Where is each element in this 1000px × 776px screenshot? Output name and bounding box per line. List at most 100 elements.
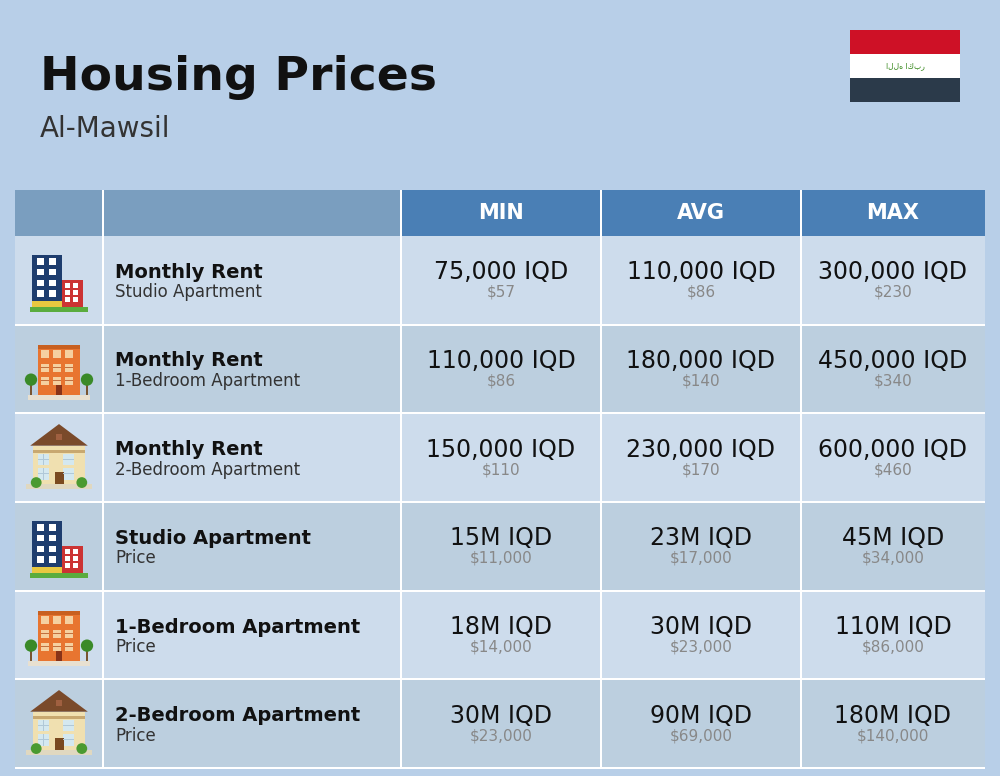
Bar [26,484,92,489]
Bar [38,734,49,746]
Bar [400,190,402,236]
Bar [102,502,104,591]
Bar [49,280,56,286]
Bar [41,364,49,372]
Bar [103,324,401,414]
Bar [86,379,88,395]
Text: 75,000 IQD: 75,000 IQD [434,260,568,284]
Bar [65,563,70,567]
Bar [54,738,64,750]
Text: MIN: MIN [478,203,524,223]
Text: $23,000: $23,000 [670,639,732,654]
Bar [28,395,90,400]
Bar [28,660,90,666]
Bar [601,190,801,236]
Bar [65,377,73,385]
Text: $69,000: $69,000 [670,728,732,743]
Bar [63,468,74,480]
Bar [73,297,78,302]
Bar [33,450,85,452]
Bar [102,190,104,236]
Bar [102,679,104,768]
Bar [800,414,802,502]
Bar [33,445,85,484]
Bar [103,414,401,502]
Bar [49,546,56,552]
Text: Monthly Rent: Monthly Rent [115,352,263,370]
Bar [41,377,49,385]
Bar [37,258,44,265]
Bar [63,720,74,732]
Bar [400,502,402,591]
Bar [600,324,602,414]
Bar [400,236,402,324]
Bar [401,591,601,679]
Bar [801,591,985,679]
Bar [801,414,985,502]
Bar [53,616,61,624]
Bar [800,591,802,679]
Bar [49,258,56,265]
Bar [33,716,85,719]
Text: 110M IQD: 110M IQD [835,615,951,639]
Bar [65,283,70,288]
Bar [800,502,802,591]
Bar [41,629,49,638]
Text: 180M IQD: 180M IQD [834,704,952,728]
Bar [73,549,78,553]
Bar [38,345,80,395]
Bar [37,280,44,286]
Text: 230,000 IQD: 230,000 IQD [626,438,776,462]
Text: $34,000: $34,000 [862,551,924,566]
Bar [601,502,801,591]
Bar [601,591,801,679]
Bar [15,767,985,769]
Text: $17,000: $17,000 [670,551,732,566]
Text: 45M IQD: 45M IQD [842,526,944,550]
Text: $170: $170 [682,462,720,477]
Bar [15,236,103,324]
Bar [73,556,78,560]
Bar [103,190,401,236]
Bar [15,678,985,681]
Bar [65,643,73,651]
Text: Monthly Rent: Monthly Rent [115,440,263,459]
Text: Al-Mawsil: Al-Mawsil [40,115,170,143]
Bar [400,679,402,768]
Bar [850,78,960,102]
Bar [15,324,985,326]
Bar [38,611,80,615]
Bar [103,236,401,324]
Bar [65,350,73,358]
Bar [102,324,104,414]
Bar [15,412,985,414]
Bar [600,679,602,768]
Bar [62,280,83,307]
Bar [56,700,62,706]
Bar [54,472,64,484]
Text: $23,000: $23,000 [470,728,532,743]
Bar [37,556,44,563]
Bar [49,556,56,563]
Text: $110: $110 [482,462,520,477]
Text: AVG: AVG [677,203,725,223]
Bar [62,546,83,573]
Bar [63,454,74,466]
Text: 600,000 IQD: 600,000 IQD [818,438,968,462]
Bar [49,290,56,296]
Text: 450,000 IQD: 450,000 IQD [818,349,968,373]
Circle shape [76,477,87,488]
Text: 23M IQD: 23M IQD [650,526,752,550]
Text: 18M IQD: 18M IQD [450,615,552,639]
Circle shape [81,639,93,652]
Bar [33,712,85,750]
Bar [600,414,602,502]
Bar [41,643,49,651]
Bar [53,377,61,385]
Bar [41,616,49,624]
Text: 180,000 IQD: 180,000 IQD [626,349,776,373]
Text: $11,000: $11,000 [470,551,532,566]
Bar [600,190,602,236]
Bar [15,591,103,679]
Bar [850,54,960,78]
